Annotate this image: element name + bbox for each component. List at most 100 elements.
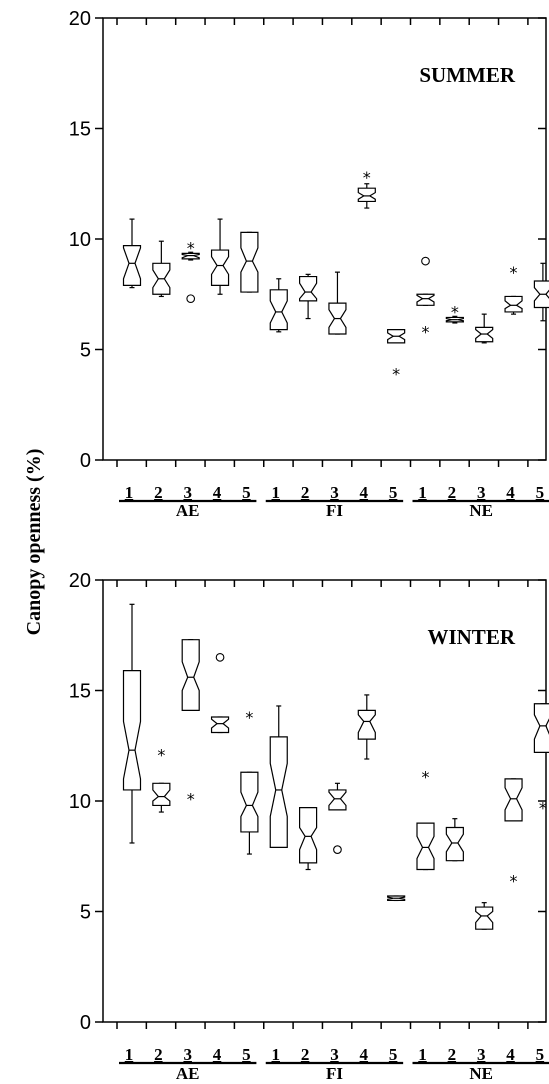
box-7 — [299, 273, 318, 320]
outlier-star: * — [363, 168, 371, 187]
x-tick-label: 2 — [301, 1045, 310, 1064]
x-tick-label: 4 — [360, 483, 369, 502]
box-3: * — [181, 639, 200, 809]
notched-box — [416, 822, 435, 871]
y-tick-label: 20 — [69, 8, 91, 30]
y-tick-label: 20 — [69, 570, 91, 592]
notched-box — [122, 670, 142, 791]
box-12: * — [445, 303, 464, 324]
box-13 — [475, 313, 494, 344]
box-10 — [387, 895, 406, 902]
x-tick-label: 3 — [183, 483, 192, 502]
x-tick-label: 5 — [242, 483, 251, 502]
notched-box — [328, 789, 347, 811]
y-tick-label: 10 — [69, 229, 91, 251]
box-3: * — [181, 239, 200, 304]
x-tick-label: 5 — [536, 1045, 545, 1064]
notched-box — [122, 245, 142, 287]
box-11: * — [416, 767, 435, 871]
notched-box — [504, 778, 523, 822]
notched-box — [475, 906, 494, 930]
outlier-star: * — [539, 798, 547, 817]
notched-box — [533, 703, 549, 753]
x-tick-label: 5 — [536, 483, 545, 502]
y-tick-label: 0 — [80, 450, 91, 472]
x-tick-label: 4 — [360, 1045, 369, 1064]
box-6 — [269, 705, 288, 849]
box-8 — [328, 271, 347, 335]
x-tick-label: 4 — [506, 483, 515, 502]
notched-box — [210, 716, 230, 734]
box-4 — [210, 652, 230, 734]
y-tick-label: 10 — [69, 791, 91, 813]
notched-box — [269, 289, 288, 331]
outlier-star: * — [510, 871, 518, 890]
box-15: * — [533, 703, 549, 817]
x-tick-label: 1 — [125, 483, 134, 502]
x-tick-label: 5 — [389, 483, 398, 502]
box-2 — [152, 240, 171, 298]
x-tick-label: 1 — [418, 483, 427, 502]
box-15 — [533, 262, 549, 322]
outlier-star: * — [451, 303, 459, 322]
x-tick-label: 2 — [154, 1045, 163, 1064]
notched-box — [240, 231, 259, 293]
box-1 — [122, 218, 142, 289]
x-tick-label: 2 — [301, 483, 310, 502]
outlier-star: * — [422, 323, 430, 342]
x-tick-label: 3 — [183, 1045, 192, 1064]
box-8 — [328, 782, 347, 854]
outlier-star: * — [245, 708, 253, 727]
box-12 — [445, 818, 464, 862]
x-tick-label: 1 — [125, 1045, 134, 1064]
box-14: * — [504, 778, 523, 890]
group-label: FI — [326, 1064, 343, 1083]
box-5: * — [240, 708, 259, 855]
x-tick-label: 2 — [154, 483, 163, 502]
outlier-star: * — [187, 239, 195, 258]
notched-box — [181, 639, 200, 711]
x-tick-label: 5 — [242, 1045, 251, 1064]
outlier-star: * — [422, 767, 430, 786]
x-tick-label: 1 — [418, 1045, 427, 1064]
group-label: AE — [176, 1064, 200, 1083]
y-tick-label: 5 — [80, 902, 91, 924]
notched-box — [152, 782, 171, 807]
outlier-circle — [186, 294, 196, 304]
group-label: NE — [469, 1064, 493, 1083]
group-label: FI — [326, 501, 343, 520]
notched-box — [416, 293, 435, 306]
x-tick-label: 4 — [506, 1045, 515, 1064]
box-11: * — [416, 256, 435, 342]
notched-box — [357, 187, 376, 203]
box-5 — [240, 231, 259, 293]
box-4 — [210, 218, 230, 295]
x-tick-label: 3 — [330, 1045, 339, 1064]
box-13 — [475, 902, 494, 930]
season-title: WINTER — [427, 625, 515, 649]
notched-box — [269, 736, 288, 849]
notched-box — [240, 771, 259, 833]
panel-winter: 0 5 10 15 20 1 2 3 4 5 1 2 3 4 5 1 2 3 4 5 AE FI NE WINTER * * * * *… — [69, 570, 549, 1083]
notched-box — [210, 249, 230, 287]
box-9: * — [357, 168, 376, 209]
box-6 — [269, 278, 288, 333]
notched-box — [299, 807, 318, 864]
notched-box — [357, 709, 376, 740]
outlier-star: * — [157, 745, 165, 764]
x-tick-label: 2 — [448, 1045, 457, 1064]
x-tick-label: 1 — [272, 1045, 281, 1064]
group-label: NE — [469, 501, 493, 520]
group-label: AE — [176, 501, 200, 520]
x-tick-label: 2 — [448, 483, 457, 502]
outlier-star: * — [510, 263, 518, 282]
box-1 — [122, 603, 142, 844]
outlier-star: * — [392, 365, 400, 384]
x-tick-label: 4 — [213, 483, 222, 502]
notched-box — [504, 295, 523, 313]
outlier-star: * — [187, 790, 195, 809]
x-tick-label: 3 — [477, 1045, 486, 1064]
box-7 — [299, 807, 318, 871]
panel-summer: 0 5 10 15 20 1 2 3 4 5 1 2 3 4 5 1 2 3 4 5 AE FI NE SUMMER * * * * *… — [69, 8, 549, 520]
